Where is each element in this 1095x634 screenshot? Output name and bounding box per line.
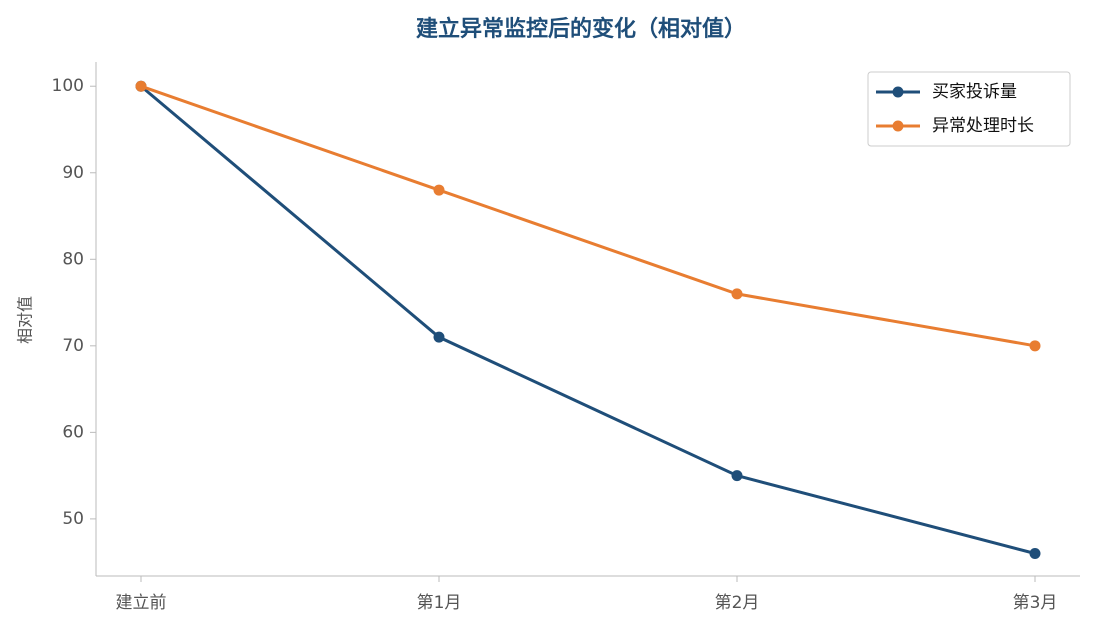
point [433,331,445,343]
legend-label: 异常处理时长 [932,116,1034,136]
legend-label: 买家投诉量 [932,82,1017,102]
legend-marker [892,120,904,132]
point [1029,340,1041,352]
y-tick-label: 70 [62,336,84,356]
y-tick-label: 100 [52,76,84,96]
point [731,288,743,300]
y-tick-label: 80 [62,249,84,269]
point [135,80,147,92]
point [433,184,445,196]
point [731,470,743,482]
y-tick-label: 60 [62,422,84,442]
x-tick-label: 第1月 [417,593,462,613]
legend-marker [892,86,904,98]
y-tick-label: 90 [62,163,84,183]
chart-title: 建立异常监控后的变化（相对值） [416,16,746,42]
x-tick-label: 第3月 [1013,593,1058,613]
x-tick-label: 第2月 [715,593,760,613]
y-axis-label: 相对值 [16,296,35,344]
x-tick-label: 建立前 [116,593,167,613]
y-tick-label: 50 [62,509,84,529]
point [1029,548,1041,560]
series-line [140,84,1036,348]
series-line [140,85,1036,555]
